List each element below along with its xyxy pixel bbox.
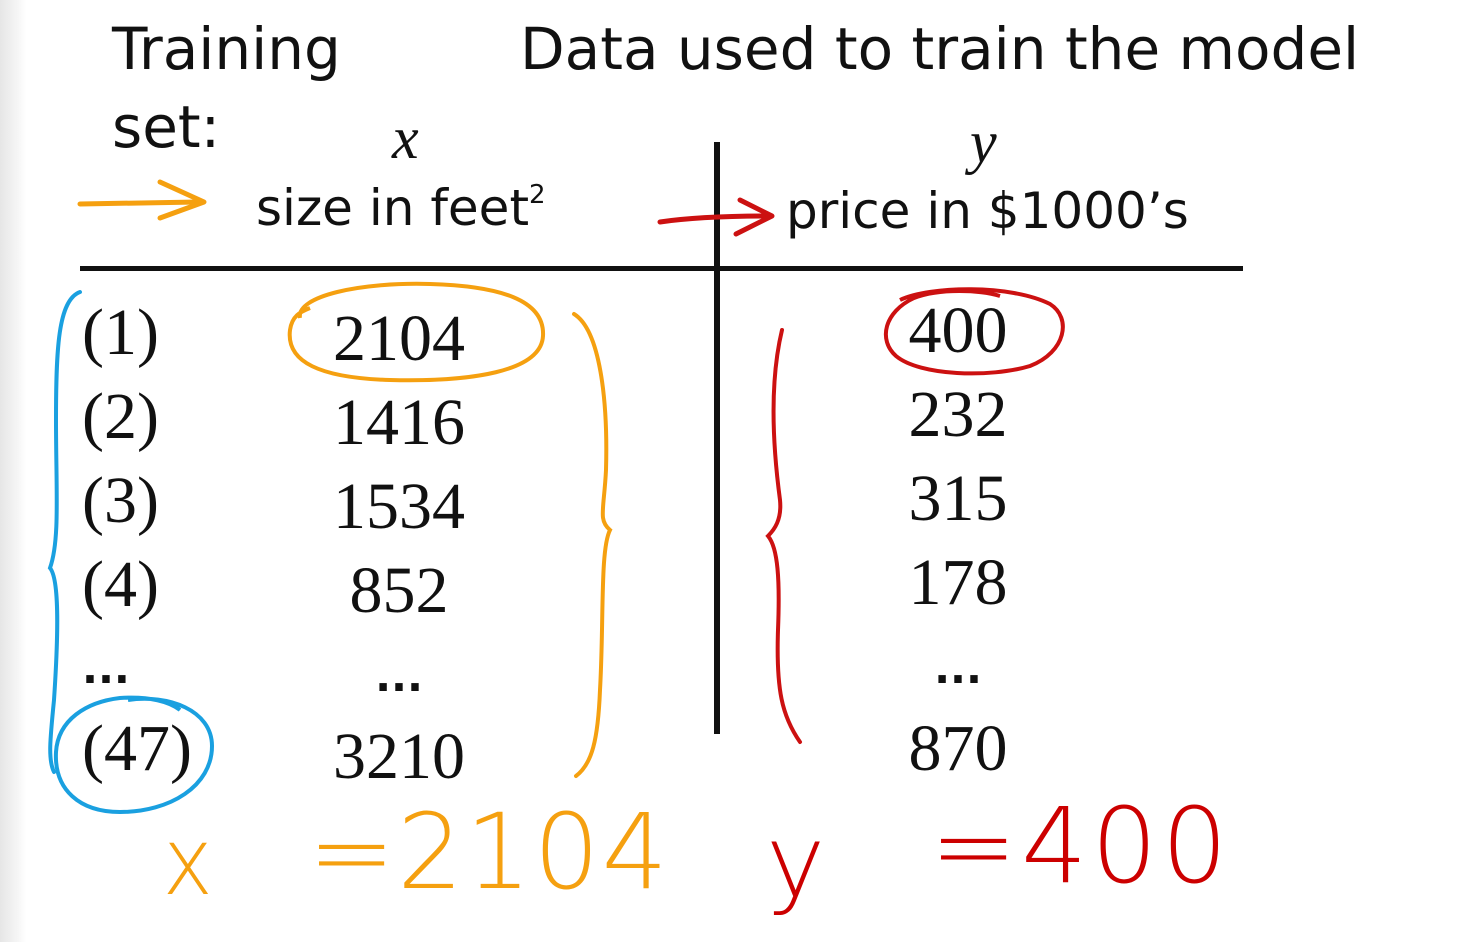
row-y-value: 232 — [908, 378, 1008, 451]
row-y-value: 178 — [908, 546, 1008, 619]
handwritten-x-value: =2104 — [308, 791, 670, 913]
row-index: (1) — [82, 296, 159, 369]
red-bracket — [765, 328, 802, 744]
orange-arrow-icon — [77, 179, 207, 221]
row-y-value: 400 — [908, 294, 1008, 367]
x-symbol: x — [392, 105, 419, 171]
row-y-value: 870 — [908, 712, 1008, 785]
orange-bracket — [572, 312, 613, 778]
row-x-value: 1416 — [333, 386, 465, 459]
row-index: (3) — [82, 464, 159, 537]
row-index: (4) — [82, 548, 159, 621]
row-y-ellipsis: ... — [934, 644, 982, 693]
x-column-label: size in feet — [256, 179, 530, 237]
row-x-ellipsis: ... — [375, 652, 423, 701]
y-symbol: y — [970, 109, 997, 175]
row-x-value: 852 — [349, 554, 449, 627]
row-x-value: 3210 — [333, 720, 465, 793]
left-edge-shadow — [0, 0, 26, 942]
row-index: (47) — [82, 712, 192, 785]
x-column-superscript: 2 — [529, 180, 546, 210]
training-set-description: Data used to train the model — [520, 15, 1360, 83]
row-y-value: 315 — [908, 462, 1008, 535]
table-column-divider — [714, 142, 720, 734]
x-column-header: size in feet2 — [256, 180, 546, 233]
handwritten-y-letter: y — [766, 803, 826, 920]
row-x-value: 2104 — [333, 302, 465, 375]
handwritten-y-value: =400 — [930, 785, 1232, 907]
row-index-ellipsis: ... — [82, 644, 130, 693]
y-column-header: price in $1000’s — [786, 182, 1189, 240]
training-title-line2: set: — [112, 93, 221, 161]
table-header-rule — [80, 266, 1243, 271]
blue-bracket — [47, 290, 82, 774]
handwritten-x-letter: x — [162, 808, 213, 917]
training-title-line1: Training — [112, 15, 341, 83]
row-x-value: 1534 — [333, 470, 465, 543]
row-index: (2) — [82, 380, 159, 453]
